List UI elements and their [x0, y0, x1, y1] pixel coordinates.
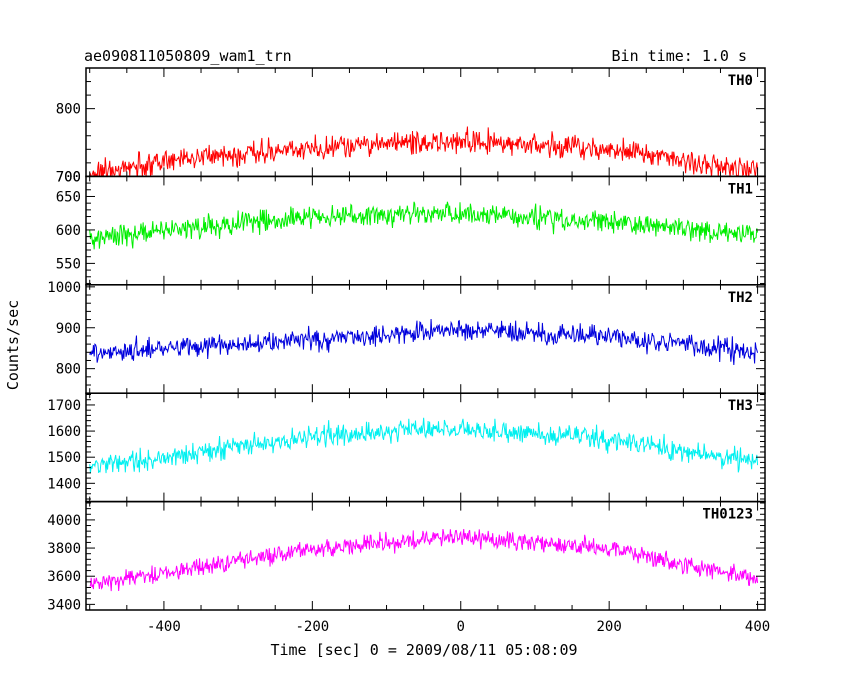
y-tick-label-th0: 800	[56, 102, 81, 118]
series-line-th3	[89, 417, 759, 474]
y-axis-label: Counts/sec	[4, 300, 22, 390]
bin-time-label: Bin time: 1.0 s	[612, 47, 747, 65]
panel-frame-th0123	[85, 500, 766, 611]
y-tick-label-th1: 600	[56, 223, 81, 239]
y-tick-label-th1: 550	[56, 256, 81, 272]
panel-th0123: TH0123 3400 3600 3800 4000	[47, 500, 766, 613]
x-tick-label: 0	[457, 619, 465, 635]
panels-group: TH0700700800TH1550600650TH28009001000TH3…	[47, 67, 770, 635]
panel-label-th1: TH1	[728, 181, 753, 197]
y-tick-label-th0: 700	[56, 169, 81, 185]
y-tick-label-th0: 700	[56, 169, 81, 185]
chart-title: ae090811050809_wam1_trn	[84, 47, 292, 65]
y-tick-label-th2: 800	[56, 362, 81, 378]
y-tick-label-th3: 1600	[47, 424, 81, 440]
y-tick-label-th0123: 3800	[47, 541, 81, 557]
panel-th2: TH2 800 900 1000	[47, 280, 766, 394]
panel-th1: TH1 550 600 650	[56, 175, 766, 286]
y-tick-label-th3: 1700	[47, 398, 81, 414]
panel-label-th0123: TH0123	[702, 507, 753, 523]
x-axis-label: Time [sec] 0 = 2009/08/11 05:08:09	[270, 641, 577, 659]
y-tick-label-th1: 650	[56, 189, 81, 205]
series-line-th2	[89, 318, 759, 366]
y-tick-label-th0123: 3600	[47, 569, 81, 585]
series-line-th1	[89, 201, 759, 250]
panel-label-th2: TH2	[728, 290, 753, 306]
y-tick-label-th0123: 3400	[47, 597, 81, 613]
x-tick-label: 200	[597, 619, 622, 635]
panel-label-th0: TH0	[728, 73, 753, 89]
x-tick-label: 400	[745, 619, 770, 635]
y-tick-label-th3: 1500	[47, 450, 81, 466]
x-tick-label: -200	[295, 619, 329, 635]
series-line-th0	[89, 126, 759, 177]
panel-label-th3: TH3	[728, 398, 753, 414]
series-line-th0123	[89, 528, 759, 592]
y-tick-label-th2: 900	[56, 321, 81, 337]
y-tick-label-th2: 1000	[47, 280, 81, 296]
panel-th3: TH3 1400 1500 1600 1700	[47, 392, 766, 503]
y-tick-label-th3: 1400	[47, 476, 81, 492]
x-tick-label: -400	[147, 619, 181, 635]
y-tick-label-th0123: 4000	[47, 513, 81, 529]
